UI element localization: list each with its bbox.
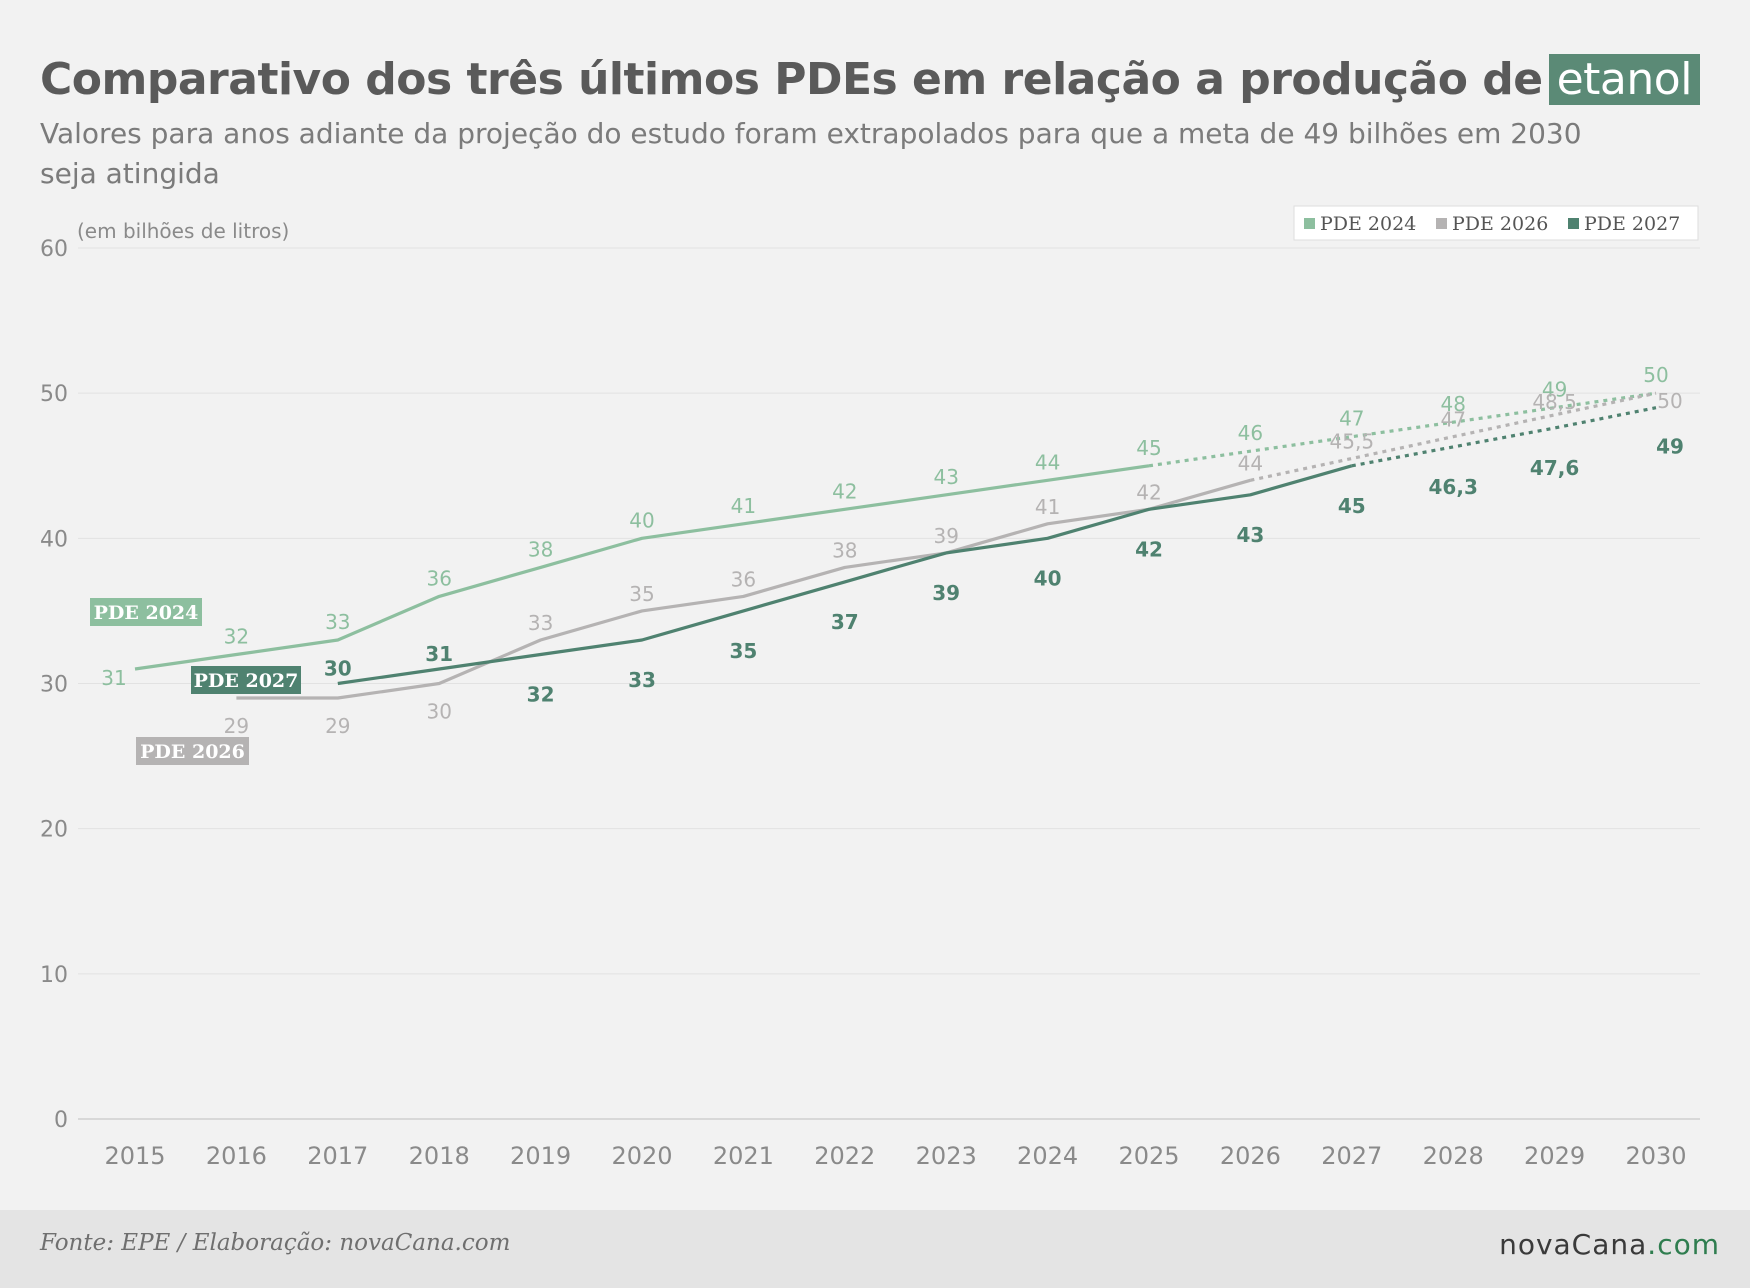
data-label-pde-2027-2023: 39: [932, 581, 960, 605]
x-tick-label-2029: 2029: [1524, 1142, 1585, 1170]
y-tick-label-40: 40: [40, 527, 68, 552]
data-label-pde-2026-2017: 29: [325, 714, 350, 738]
series-line-pde-2027: [337, 464, 1353, 686]
data-label-pde-2027-2017: 30: [324, 657, 352, 681]
legend-box: [1293, 205, 1699, 241]
x-tick-label-2027: 2027: [1321, 1142, 1382, 1170]
x-tick-label-2028: 2028: [1423, 1142, 1484, 1170]
data-label-pde-2026-2028: 47: [1440, 408, 1465, 432]
legend-swatch-pde-2027: [1568, 218, 1579, 229]
legend-swatch-pde-2024: [1304, 218, 1315, 229]
data-label-pde-2027-2019: 32: [527, 682, 555, 706]
data-label-pde-2027-2026: 43: [1236, 523, 1264, 547]
x-tick-label-2022: 2022: [814, 1142, 875, 1170]
series-projection-pde-2024: [1148, 391, 1657, 468]
chart-subtitle: Valores para anos adiante da projeção do…: [40, 117, 1582, 190]
data-label-pde-2024-2024: 44: [1035, 450, 1060, 474]
data-label-pde-2024-2029: 49: [1542, 378, 1567, 402]
x-tick-label-2026: 2026: [1220, 1142, 1281, 1170]
data-label-pde-2027-2021: 35: [729, 639, 757, 663]
brand-logo: novaCana.com: [1499, 1228, 1720, 1261]
data-label-pde-2024-2023: 43: [933, 465, 958, 489]
data-label-pde-2024-2015: 31: [101, 666, 126, 690]
series-projection-pde-2027: [1351, 406, 1657, 468]
data-label-pde-2027-2022: 37: [831, 610, 859, 634]
x-tick-label-2021: 2021: [713, 1142, 774, 1170]
data-label-pde-2026-2027: 45,5: [1330, 429, 1375, 453]
data-label-pde-2027-2020: 33: [628, 668, 656, 692]
data-label-pde-2027-2029: 47,6: [1530, 456, 1579, 480]
y-tick-label-60: 60: [40, 237, 68, 262]
y-tick-label-50: 50: [40, 382, 68, 407]
x-tick-label-2020: 2020: [611, 1142, 672, 1170]
data-label-pde-2026-2026: 44: [1238, 451, 1263, 475]
data-label-pde-2024-2030: 50: [1643, 363, 1668, 387]
legend-swatch-pde-2026: [1436, 218, 1447, 229]
data-label-pde-2026-2024: 41: [1035, 495, 1060, 519]
x-tick-label-2023: 2023: [916, 1142, 977, 1170]
x-tick-label-2030: 2030: [1625, 1142, 1686, 1170]
data-label-pde-2024-2016: 32: [224, 624, 249, 648]
legend-label-pde-2027: PDE 2027: [1584, 213, 1680, 235]
data-label-pde-2024-2028: 48: [1440, 392, 1465, 416]
data-label-pde-2024-2021: 41: [731, 494, 756, 518]
data-label-pde-2024-2018: 36: [426, 566, 451, 590]
data-label-pde-2026-2016: 29: [224, 714, 249, 738]
x-tick-label-2024: 2024: [1017, 1142, 1078, 1170]
y-tick-label-20: 20: [40, 818, 68, 843]
data-label-pde-2026-2020: 35: [629, 582, 654, 606]
chart-title: Comparativo dos três últimos PDEs em rel…: [40, 48, 1720, 112]
data-label-pde-2026-2030: 50: [1657, 389, 1682, 413]
x-tick-label-2015: 2015: [104, 1142, 165, 1170]
series-tag-pde-2027: PDE 2027: [194, 670, 299, 692]
data-label-pde-2024-2026: 46: [1238, 421, 1263, 445]
data-label-pde-2026-2025: 42: [1136, 480, 1161, 504]
x-tick-label-2016: 2016: [206, 1142, 267, 1170]
source-note: Fonte: EPE / Elaboração: novaCana.com: [40, 1230, 511, 1256]
x-tick-label-2018: 2018: [409, 1142, 470, 1170]
series-projection-pde-2026: [1250, 391, 1657, 482]
data-label-pde-2026-2018: 30: [426, 700, 451, 724]
chart-header: Comparativo dos três últimos PDEs em rel…: [40, 48, 1720, 194]
data-label-pde-2026-2023: 39: [933, 524, 958, 548]
y-tick-label-10: 10: [40, 963, 68, 988]
x-tick-label-2017: 2017: [307, 1142, 368, 1170]
logo-suffix: .com: [1647, 1228, 1720, 1261]
series-line-pde-2024: [134, 464, 1150, 671]
y-axis-unit-label: (em bilhões de litros): [77, 219, 289, 243]
data-label-pde-2027-2025: 42: [1135, 537, 1163, 561]
chart-title-text: Comparativo dos três últimos PDEs em rel…: [40, 54, 1543, 105]
data-label-pde-2024-2017: 33: [325, 610, 350, 634]
series-tag-box-pde-2024: [90, 598, 202, 626]
series-tag-pde-2024: PDE 2024: [94, 602, 199, 624]
chart-title-highlight: etanol: [1548, 54, 1700, 105]
data-label-pde-2027-2027: 45: [1338, 494, 1366, 518]
series-tag-pde-2026: PDE 2026: [140, 741, 245, 763]
series-tag-box-pde-2026: [136, 737, 249, 765]
data-label-pde-2024-2022: 42: [832, 479, 857, 503]
data-label-pde-2027-2028: 46,3: [1429, 475, 1478, 499]
data-label-pde-2027-2024: 40: [1034, 566, 1062, 590]
legend-label-pde-2026: PDE 2026: [1452, 213, 1548, 235]
data-label-pde-2024-2027: 47: [1339, 407, 1364, 431]
data-label-pde-2027-2030: 49: [1656, 435, 1684, 459]
series-tag-box-pde-2027: [191, 666, 301, 694]
x-tick-label-2025: 2025: [1118, 1142, 1179, 1170]
data-label-pde-2024-2025: 45: [1136, 436, 1161, 460]
data-label-pde-2026-2019: 33: [528, 611, 553, 635]
y-tick-label-0: 0: [54, 1108, 68, 1133]
logo-main: novaCana: [1499, 1228, 1648, 1261]
y-tick-label-30: 30: [40, 673, 68, 698]
data-label-pde-2024-2020: 40: [629, 508, 654, 532]
x-tick-label-2019: 2019: [510, 1142, 571, 1170]
footer: Fonte: EPE / Elaboração: novaCana.com no…: [0, 1210, 1750, 1288]
data-label-pde-2024-2019: 38: [528, 537, 553, 561]
legend-label-pde-2024: PDE 2024: [1320, 213, 1416, 235]
data-label-pde-2026-2021: 36: [731, 567, 756, 591]
data-label-pde-2027-2018: 31: [425, 642, 453, 666]
data-label-pde-2026-2029: 48,5: [1532, 390, 1577, 414]
data-label-pde-2026-2022: 38: [832, 538, 857, 562]
series-line-pde-2026: [236, 478, 1251, 700]
